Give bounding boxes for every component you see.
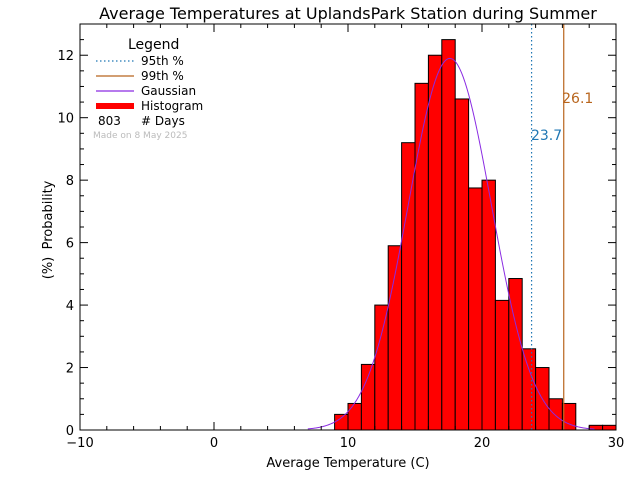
histogram-bar-7 [427,54,443,431]
histogram-bar-5 [401,142,416,431]
x-tick-label-1: 0 [210,436,218,451]
legend-label-gaussian: Gaussian [141,84,196,98]
histogram-bar-12 [494,299,510,431]
histogram-bar-9 [454,98,470,431]
histogram-bar-16 [548,398,563,431]
percentile-95-label: 23.7 [531,128,562,144]
chart-title: Average Temperatures at UplandsPark Stat… [99,4,597,23]
x-tick-label-0: −10 [66,436,93,451]
x-tick-label-3: 20 [474,436,491,451]
y-axis-unit-label: (%) [41,257,56,280]
legend-label-95th: 95th % [141,54,184,68]
histogram-bar-0 [334,413,349,431]
y-axis-label: Probability [41,180,56,249]
y-tick-label-5: 10 [57,112,74,127]
y-tick-label-0: 0 [66,424,74,439]
histogram-bar-10 [468,187,483,431]
legend-label-histogram: Histogram [141,99,203,113]
histogram-bar-1 [347,402,362,431]
legend-title: Legend [128,37,179,53]
gaussian-curve [307,57,595,430]
histogram-bar-8 [441,39,456,431]
y-tick-label-3: 6 [66,237,74,252]
y-tick-label-6: 12 [57,49,74,64]
y-tick-label-1: 2 [66,362,74,377]
histogram-bar-20 [602,424,617,431]
x-tick-label-4: 30 [608,436,625,451]
percentile-99-label: 26.1 [562,91,593,107]
x-tick-label-2: 10 [340,436,357,451]
legend: Legend 95th % 99th % Gaussian Histogram … [93,37,203,141]
histogram-bar-3 [374,304,389,431]
legend-days-count: 803 [98,114,121,128]
y-tick-label-4: 8 [66,174,74,189]
y-tick-label-2: 4 [66,299,74,314]
legend-days-label: # Days [141,114,185,128]
made-on-note: Made on 8 May 2025 [93,131,187,141]
histogram-bar-2 [360,363,376,431]
legend-label-99th: 99th % [141,69,184,83]
histogram-bar-14 [521,348,537,431]
x-axis-label: Average Temperature (C) [266,456,429,471]
